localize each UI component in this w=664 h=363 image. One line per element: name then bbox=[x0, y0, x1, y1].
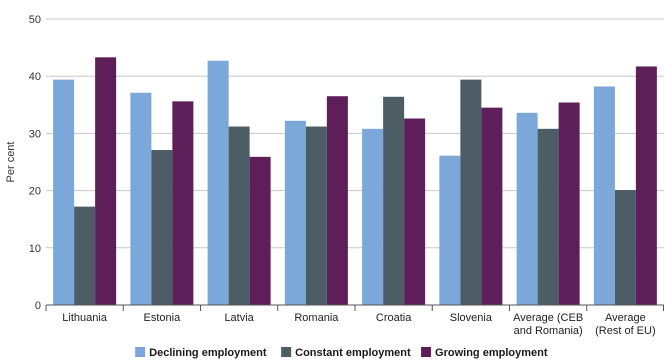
x-tick-label: Romania bbox=[294, 312, 339, 324]
bar bbox=[172, 101, 194, 305]
y-tick-label: 30 bbox=[29, 128, 41, 140]
x-tick-label: Croatia bbox=[376, 312, 412, 324]
legend-swatch bbox=[135, 347, 146, 357]
axes: 0 10 20 30 40 50 Lithuania Estonia Latvia Romania… bbox=[29, 14, 664, 337]
bar bbox=[558, 102, 580, 306]
bar bbox=[95, 57, 117, 305]
bar bbox=[151, 149, 173, 305]
x-tick-label: Slovenia bbox=[450, 312, 493, 324]
bar bbox=[53, 79, 75, 305]
y-tick-label: 20 bbox=[29, 186, 41, 198]
legend-swatch bbox=[421, 347, 432, 357]
x-tick-label: Average (CEB bbox=[513, 312, 583, 324]
y-tick-label: 50 bbox=[29, 14, 41, 26]
y-tick-label: 40 bbox=[29, 71, 41, 83]
x-tick-label: Lithuania bbox=[62, 312, 108, 324]
bar bbox=[362, 128, 384, 305]
bar bbox=[207, 60, 229, 306]
x-tick-label: Estonia bbox=[144, 312, 182, 324]
bar bbox=[228, 126, 250, 305]
bar bbox=[130, 92, 152, 306]
bar bbox=[305, 126, 327, 305]
bar bbox=[74, 206, 96, 305]
legend: Declining employment Constant employment G… bbox=[135, 347, 548, 359]
legend-swatch bbox=[281, 347, 292, 357]
bar bbox=[326, 96, 348, 305]
legend-label: Declining employment bbox=[149, 347, 267, 359]
x-tick-label: and Romania) bbox=[514, 325, 583, 337]
legend-label: Constant employment bbox=[295, 347, 411, 359]
bar bbox=[439, 155, 461, 305]
bar bbox=[614, 190, 636, 305]
x-tick-label: Latvia bbox=[224, 312, 254, 324]
bar bbox=[460, 79, 482, 305]
y-axis-title: Per cent bbox=[5, 142, 17, 183]
bar bbox=[404, 118, 426, 305]
bar bbox=[593, 86, 615, 305]
y-tick-label: 10 bbox=[29, 243, 41, 255]
bar bbox=[537, 128, 559, 305]
legend-label: Growing employment bbox=[435, 347, 548, 359]
x-tick-label: (Rest of EU) bbox=[595, 325, 656, 337]
bar bbox=[284, 120, 306, 305]
bar bbox=[481, 107, 503, 305]
y-tick-label: 0 bbox=[35, 300, 41, 312]
bar bbox=[383, 96, 405, 306]
bars bbox=[53, 57, 657, 306]
bar bbox=[249, 156, 271, 305]
x-tick-label: Average bbox=[605, 312, 646, 324]
bar bbox=[516, 112, 538, 305]
bar bbox=[635, 66, 657, 305]
